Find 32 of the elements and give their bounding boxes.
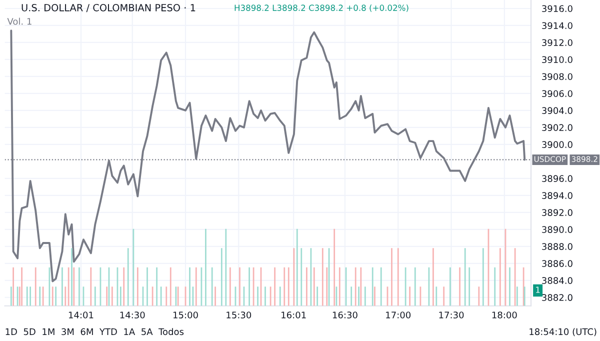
y-tick-label: 3886.0 [542,260,572,267]
x-tick-label: 14:01 [68,312,94,318]
y-tick-label: 3906.0 [542,90,572,98]
x-tick-label: 17:30 [439,312,464,318]
y-tick-label: 3892.0 [542,209,572,216]
x-tick-label: 16:30 [332,312,358,318]
text: 1 [536,286,540,293]
x-tick-label: 15:30 [226,312,252,318]
x-tick-label: 14:30 [120,312,145,318]
y-tick-label: 3900.0 [542,141,572,148]
y-tick-label: 3916.0 [542,5,572,12]
y-tick-label: 3904.0 [542,107,572,114]
text: 18:54:10 (UTC) [530,328,596,336]
y-tick-label: 3882.0 [542,294,572,301]
y-tick-label: 3902.0 [542,124,572,132]
y-tick-label: 3894.0 [542,192,572,199]
y-tick-label: 3888.0 [542,243,572,250]
chart-subtitle: H3898.2 L3898.2 C3898.2 +0.8 (+0.02%) [234,4,408,12]
chart-title: U.S. DOLLAR / COLOMBIAN PESO · 1 [22,4,196,12]
x-tick-label: 15:00 [174,312,198,318]
y-tick-label: 3884.0 [542,277,572,284]
annotation: Vol. 1 [7,18,32,25]
y-tick-label: 3908.0 [542,73,572,80]
y-tick-label: 3890.0 [542,226,572,233]
y-tick-label: 3896.0 [542,175,572,182]
x-tick-label: 18:00 [492,312,517,318]
y-tick-label: 3910.0 [542,56,572,64]
y-tick-label: 3914.0 [542,22,572,30]
x-tick-label: 16:01 [282,312,306,318]
text: 1D 5D 1M 3M 6M YTD 1A 5A Todos [6,328,184,336]
x-tick-label: 17:00 [386,312,411,318]
y-tick-label: 3912.0 [542,39,572,46]
